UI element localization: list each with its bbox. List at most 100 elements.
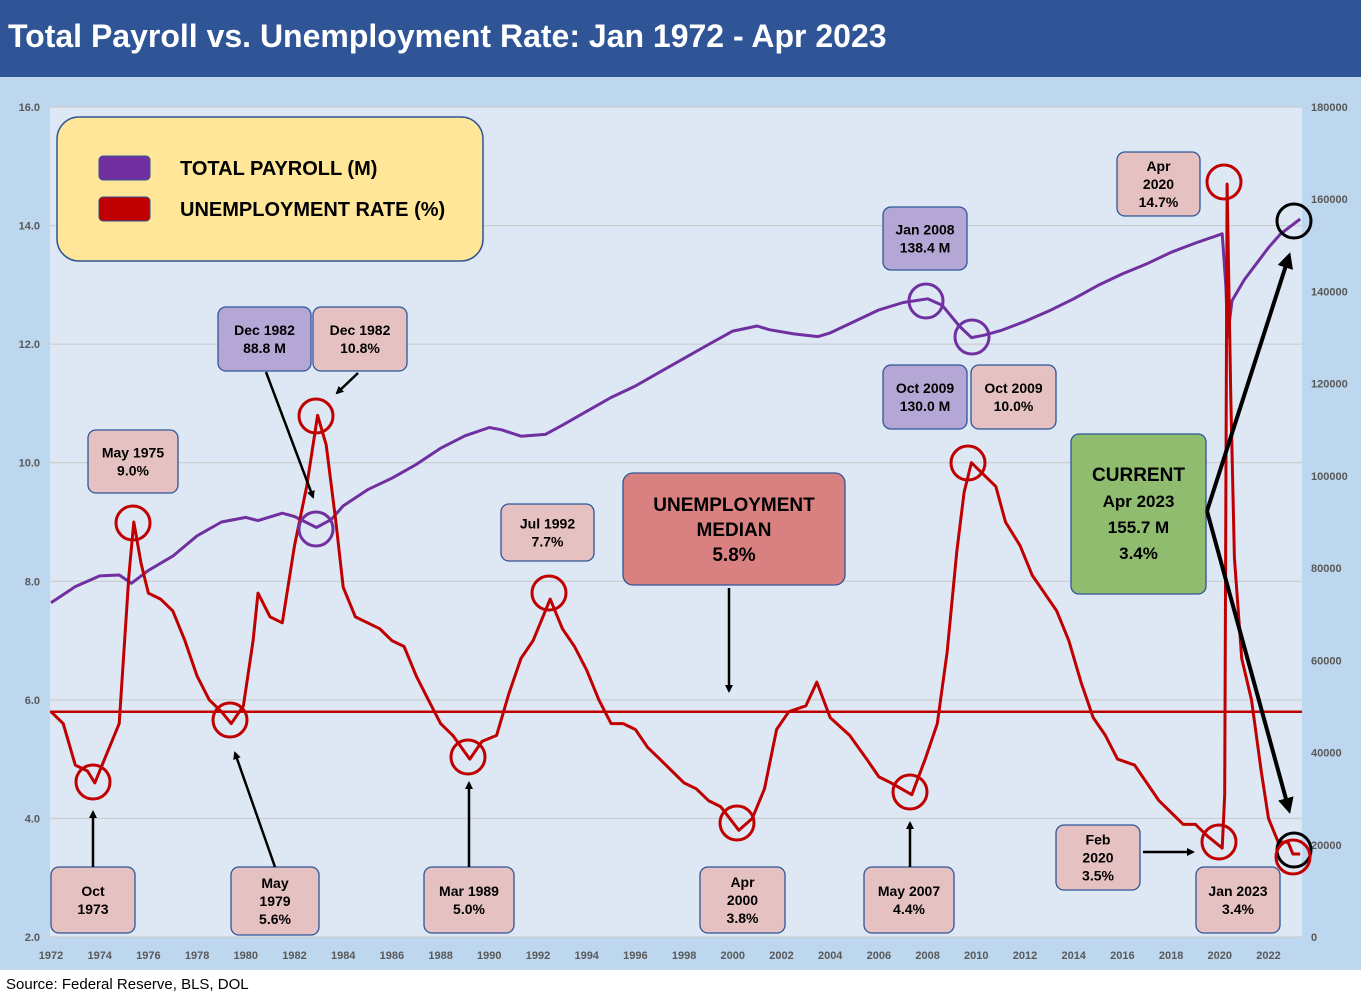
- current-arrow-up: [1205, 252, 1293, 512]
- legend-label: UNEMPLOYMENT RATE (%): [180, 199, 445, 221]
- y-right-tick-label: 100000: [1311, 471, 1348, 483]
- annotation-text: 3.4%: [1222, 901, 1254, 917]
- x-tick-label: 1998: [672, 950, 696, 962]
- highlight-circle: [1200, 823, 1238, 861]
- annotation-text: 1973: [77, 901, 108, 917]
- x-tick-label: 1992: [526, 950, 550, 962]
- x-tick-label: 2006: [867, 950, 891, 962]
- annotation-text: Mar 1989: [439, 883, 499, 899]
- source-note: Source: Federal Reserve, BLS, DOL: [6, 976, 249, 993]
- annotation-text: Apr: [730, 874, 755, 890]
- highlight-circle: [953, 318, 991, 356]
- chart-area: 2.0 4.0 6.0 8.0 10.0 12.0 14.0 16.0 0 20000 40000 6…: [0, 77, 1361, 970]
- annotation-text: CURRENT: [1092, 465, 1185, 486]
- x-tick-label: 1990: [477, 950, 501, 962]
- annotations: TOTAL PAYROLL (M) UNEMPLOYMENT RATE (%) Oc…: [50, 116, 1313, 936]
- annotation-box: [87, 429, 179, 494]
- x-tick-label: 2008: [915, 950, 939, 962]
- annotation-text: May 1975: [102, 444, 164, 460]
- y-right-tick-label: 120000: [1311, 379, 1348, 391]
- annotation-text: Jan 2008: [895, 221, 954, 237]
- annotation-text: 88.8 M: [243, 340, 286, 356]
- legend-box: [56, 116, 484, 262]
- x-tick-label: 2012: [1013, 950, 1037, 962]
- annotation-text: 10.0%: [994, 398, 1034, 414]
- x-tick-label: 1982: [282, 950, 306, 962]
- y-left-tick-label: 2.0: [25, 932, 40, 944]
- y-left-tick-label: 6.0: [25, 695, 40, 707]
- x-tick-label: 2016: [1110, 950, 1134, 962]
- median-box: [622, 472, 846, 586]
- annotation-box: [217, 306, 312, 372]
- x-tick-label: 2002: [769, 950, 793, 962]
- y-left-tick-label: 4.0: [25, 813, 40, 825]
- highlight-circle: [949, 444, 987, 482]
- x-tick-label: 2020: [1208, 950, 1232, 962]
- x-tick-label: 1984: [331, 950, 356, 962]
- annotation-text: Jan 2023: [1208, 883, 1267, 899]
- annotation-text: 7.7%: [532, 533, 564, 549]
- x-tick-label: 1996: [623, 950, 647, 962]
- payroll-line: [50, 217, 1302, 604]
- annotation-text: 5.6%: [259, 911, 291, 927]
- annotation-text: 3.4%: [1119, 544, 1158, 563]
- unemployment-line: [49, 182, 1301, 856]
- annotation-box: [1070, 433, 1207, 595]
- annotation-box: [1055, 824, 1141, 891]
- highlight-circle: [297, 397, 335, 435]
- annotation-box: [882, 206, 968, 271]
- median-label: 5.8%: [712, 545, 755, 566]
- x-tick-label: 1974: [87, 950, 112, 962]
- annotation-text: May: [261, 875, 288, 891]
- series-lines: [49, 182, 1302, 856]
- x-tick-label: 2014: [1061, 950, 1086, 962]
- y-right-tick-label: 140000: [1311, 286, 1348, 298]
- annotation-box: [312, 306, 408, 372]
- x-tick-label: 1986: [380, 950, 404, 962]
- x-tick-label: 1978: [185, 950, 209, 962]
- annotation-text: Jul 1992: [520, 515, 575, 531]
- x-tick-label: 2004: [818, 950, 843, 962]
- annotation-text: 138.4 M: [900, 239, 951, 255]
- highlight-circle: [530, 574, 568, 612]
- highlight-circle: [114, 504, 152, 542]
- annotation-text: Dec 1982: [234, 322, 295, 338]
- annotation-arrow: [264, 371, 315, 499]
- annotation-box: [882, 364, 968, 430]
- highlight-circle: [891, 773, 929, 811]
- annotation-text: Dec 1982: [330, 322, 391, 338]
- annotation-arrow: [233, 751, 277, 868]
- annotation-text: 2000: [727, 892, 758, 908]
- highlight-circle: [449, 738, 487, 776]
- x-tick-label: 1976: [136, 950, 160, 962]
- x-tick-label: 1994: [574, 950, 599, 962]
- x-tick-label: 2010: [964, 950, 988, 962]
- legend-swatch: [98, 155, 151, 181]
- y-left-tick-label: 8.0: [25, 576, 40, 588]
- annotation-text: 3.5%: [1082, 867, 1114, 883]
- highlight-circle: [907, 282, 945, 320]
- y-left-tick-label: 14.0: [19, 221, 40, 233]
- annotation-text: 3.8%: [727, 910, 759, 926]
- x-tick-label: 1980: [234, 950, 258, 962]
- y-right-tick-label: 60000: [1311, 655, 1342, 667]
- annotation-box: [500, 503, 595, 562]
- footer: Source: Federal Reserve, BLS, DOL: [0, 970, 1361, 1000]
- axes: 2.0 4.0 6.0 8.0 10.0 12.0 14.0 16.0 0 20000 40000 6…: [19, 102, 1348, 962]
- median-label: MEDIAN: [697, 520, 772, 541]
- x-tick-label: 2018: [1159, 950, 1183, 962]
- y-right-tick-label: 80000: [1311, 563, 1342, 575]
- annotation-text: 2020: [1082, 849, 1113, 865]
- highlight-circle: [1274, 838, 1312, 876]
- chart-header: Total Payroll vs. Unemployment Rate: Jan…: [0, 0, 1361, 77]
- y-right-tick-label: 0: [1311, 932, 1317, 944]
- annotation-text: Feb: [1086, 831, 1111, 847]
- annotation-text: Oct 2009: [984, 380, 1043, 396]
- annotation-text: 130.0 M: [900, 398, 951, 414]
- highlight-circle: [297, 510, 335, 548]
- highlight-circle: [211, 701, 249, 739]
- annotation-text: 2020: [1143, 176, 1174, 192]
- highlight-circle: [1275, 202, 1313, 240]
- annotation-text: 5.0%: [453, 901, 485, 917]
- y-right-tick-label: 180000: [1311, 102, 1348, 114]
